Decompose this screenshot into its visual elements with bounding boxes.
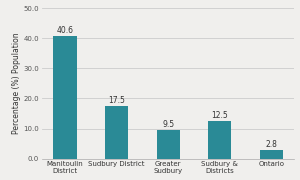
Bar (208, 121, 231, 159)
Bar (53, 36, 76, 159)
Text: 40.6: 40.6 (56, 26, 74, 35)
Bar (260, 150, 283, 159)
Text: 17.5: 17.5 (108, 96, 125, 105)
Text: 2.8: 2.8 (266, 140, 277, 149)
Y-axis label: Percentage (%) Population: Percentage (%) Population (12, 33, 21, 134)
Bar (157, 130, 180, 159)
Text: 9.5: 9.5 (162, 120, 174, 129)
Bar (105, 106, 128, 159)
Text: 12.5: 12.5 (212, 111, 228, 120)
